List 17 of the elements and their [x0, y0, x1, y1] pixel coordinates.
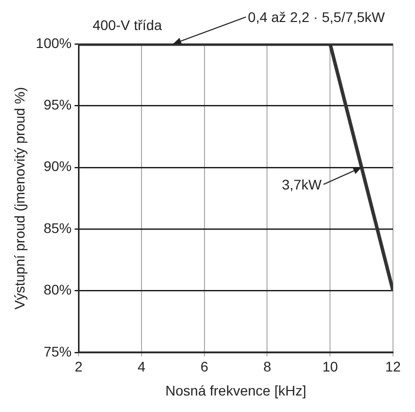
y-tick-label: 95%: [44, 96, 72, 113]
x-tick-label: 6: [200, 358, 208, 375]
y-tick-label: 100%: [36, 34, 72, 51]
x-tick-label: 2: [74, 358, 83, 375]
annotation: 0,4 až 2,2 · 5,5/7,5kW: [248, 9, 386, 25]
x-axis-title: Nosná frekvence [kHz]: [165, 382, 306, 398]
x-tick-label: 12: [385, 358, 401, 375]
x-tick-label: 4: [138, 358, 146, 375]
y-tick-label: 90%: [44, 158, 72, 174]
y-tick-label: 75%: [44, 343, 72, 360]
y-axis-title: Výstupní proud (jmenovitý proud %): [11, 86, 28, 310]
y-tick-label: 85%: [44, 220, 72, 236]
x-tick-label: 8: [263, 358, 272, 375]
y-tick-label: 80%: [44, 282, 72, 298]
annotation: 3,7kW: [282, 176, 322, 192]
chart-title: 400-V třída: [92, 17, 162, 33]
x-tick-label: 10: [322, 358, 338, 375]
